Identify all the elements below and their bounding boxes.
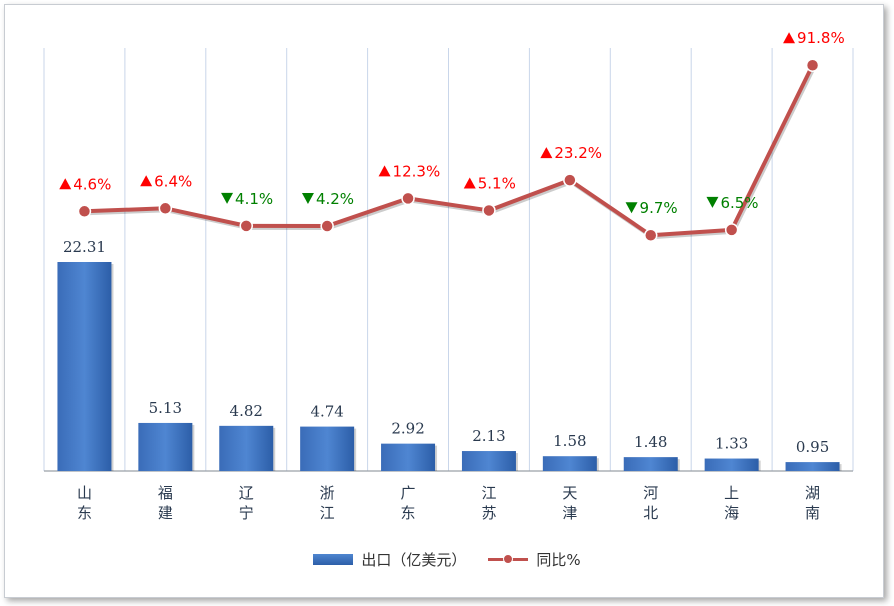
category-label: 天津: [562, 484, 577, 522]
yoy-label: 23.2%: [540, 144, 602, 162]
category-label: 上海: [724, 484, 739, 522]
legend-swatch-bar: [313, 553, 354, 565]
bar: [219, 425, 274, 471]
category-label: 辽宁: [239, 484, 254, 522]
yoy-value-label: 6.4%: [154, 172, 192, 190]
yoy-value-label: 4.2%: [316, 190, 354, 208]
bar-value-label: 1.33: [715, 435, 748, 453]
down-arrow-icon: [301, 193, 314, 205]
up-arrow-icon: [783, 32, 796, 44]
bar-value-label: 1.58: [553, 432, 586, 450]
up-arrow-icon: [463, 177, 476, 189]
yoy-value-label: 12.3%: [393, 162, 441, 180]
bar: [300, 426, 355, 471]
category-label: 江苏: [481, 484, 496, 522]
yoy-value-label: 5.1%: [478, 174, 516, 192]
line-point: [644, 228, 658, 242]
yoy-value-label: 4.6%: [73, 175, 111, 193]
category-label: 河北: [643, 484, 658, 522]
yoy-value-label: 9.7%: [640, 199, 678, 217]
bar: [57, 262, 112, 471]
chart-legend: 出口（亿美元） 同比%: [0, 546, 894, 572]
yoy-label: 91.8%: [783, 29, 845, 47]
down-arrow-icon: [706, 196, 719, 208]
legend-label-yoy: 同比%: [536, 550, 581, 569]
line-point: [158, 201, 173, 216]
line-point: [482, 203, 496, 218]
line-point: [320, 219, 334, 233]
yoy-label: 4.6%: [59, 175, 111, 193]
yoy-value-label: 91.8%: [797, 29, 845, 47]
yoy-label: 9.7%: [625, 199, 678, 217]
category-label: 广东: [401, 484, 416, 522]
yoy-label: 4.1%: [221, 190, 273, 208]
legend-item-export[interactable]: 出口（亿美元）: [313, 549, 466, 570]
line-point: [563, 173, 577, 187]
line-series: [84, 64, 815, 238]
yoy-label: 6.5%: [706, 194, 759, 212]
bar: [381, 443, 436, 471]
line-point: [401, 191, 415, 206]
category-label: 湖南: [805, 484, 820, 522]
up-arrow-icon: [378, 165, 391, 177]
category-label: 福建: [158, 484, 173, 522]
yoy-label: 6.4%: [140, 172, 192, 190]
bar-value-label: 2.13: [472, 427, 505, 445]
bar: [785, 462, 840, 471]
down-arrow-icon: [625, 202, 638, 214]
legend-swatch-line: [488, 553, 529, 565]
up-arrow-icon: [140, 175, 153, 187]
bar: [623, 457, 678, 471]
bar-value-label: 4.82: [230, 402, 263, 420]
legend-label-export: 出口（亿美元）: [361, 550, 467, 569]
yoy-value-label: 23.2%: [554, 144, 602, 162]
down-arrow-icon: [221, 192, 234, 204]
bar: [542, 456, 597, 471]
up-arrow-icon: [59, 178, 72, 190]
bar: [704, 458, 759, 471]
bar-value-label: 1.48: [634, 433, 667, 451]
yoy-value-label: 4.1%: [235, 190, 273, 208]
bar-value-label: 2.92: [391, 420, 424, 438]
bar: [461, 451, 516, 471]
bar: [138, 422, 193, 471]
bar-value-label: 5.13: [149, 399, 182, 417]
up-arrow-icon: [540, 147, 553, 159]
yoy-label: 5.1%: [463, 174, 516, 192]
yoy-value-label: 6.5%: [720, 194, 758, 212]
yoy-label: 12.3%: [378, 162, 441, 180]
category-label: 山东: [77, 484, 92, 522]
yoy-label: 4.2%: [301, 190, 354, 208]
category-label: 浙江: [320, 484, 335, 522]
bar-value-label: 4.74: [310, 403, 343, 421]
legend-item-yoy[interactable]: 同比%: [488, 549, 581, 570]
line-point: [724, 223, 739, 237]
line-point: [77, 204, 92, 219]
bar-value-label: 22.31: [63, 238, 106, 256]
bar-value-label: 0.95: [796, 438, 829, 456]
line-point: [239, 219, 253, 233]
line-point: [805, 58, 820, 72]
